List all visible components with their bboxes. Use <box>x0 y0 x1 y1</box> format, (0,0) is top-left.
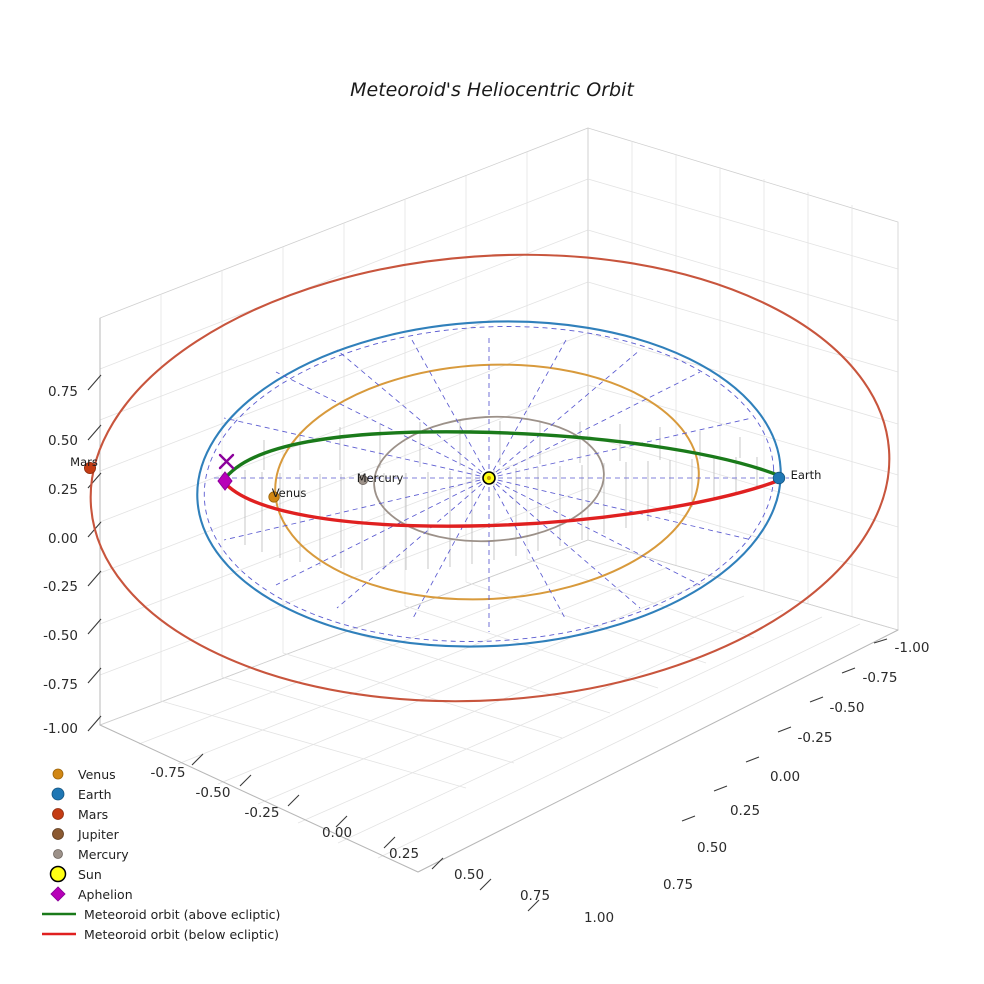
tick-label: 0.00 <box>770 769 800 785</box>
venus-label: Venus <box>272 486 307 500</box>
mercury-legend-icon <box>53 849 63 859</box>
legend-item-venus[interactable]: Venus <box>52 767 116 782</box>
tick-label: -0.75 <box>43 677 78 693</box>
venus-marker <box>268 491 280 503</box>
legend-label: Aphelion <box>78 887 133 902</box>
pane-grid <box>98 127 900 873</box>
tick-labels-left: 0.75 0.50 0.25 0.00 -0.25 -0.50 -0.75 -1… <box>43 384 78 737</box>
aphelion-x-icon <box>218 453 235 470</box>
tick-label: -1.00 <box>43 721 78 737</box>
tick-label: 0.25 <box>730 803 760 819</box>
meteoroid-orbit-below-ecliptic <box>222 478 782 528</box>
tick-label: -0.75 <box>151 765 186 781</box>
legend-item-aphelion[interactable]: Aphelion <box>50 886 133 902</box>
tick-label: 0.50 <box>697 840 727 856</box>
legend-item-mercury[interactable]: Mercury <box>53 847 130 862</box>
tick-label: 0.25 <box>48 482 78 498</box>
tick-label: 0.75 <box>663 877 693 893</box>
tick-label: 0.50 <box>454 867 484 883</box>
legend-label: Meteoroid orbit (below ecliptic) <box>84 927 279 942</box>
tick-label: -0.50 <box>196 785 231 801</box>
legend-label: Mercury <box>78 847 129 862</box>
tick-label: -0.25 <box>43 579 78 595</box>
tick-label: 0.00 <box>48 531 78 547</box>
planet-markers: Mars Venus Mercury Earth <box>70 455 822 503</box>
mars-marker <box>84 461 97 474</box>
legend-item-sun[interactable]: Sun <box>49 865 102 883</box>
tick-label: 1.00 <box>584 910 614 926</box>
jupiter-legend-icon <box>52 828 64 840</box>
tick-label: -0.25 <box>798 730 833 746</box>
pane-left-wall <box>99 127 589 726</box>
tick-label: -0.50 <box>830 700 865 716</box>
tick-label: 0.75 <box>48 384 78 400</box>
page-title: Meteoroid's Heliocentric Orbit <box>350 79 635 101</box>
mars-label: Mars <box>70 455 98 469</box>
sun-marker <box>482 471 496 485</box>
earth-legend-icon <box>51 787 65 801</box>
legend-label: Jupiter <box>77 827 120 842</box>
legend-label: Venus <box>78 767 116 782</box>
tick-label: -1.00 <box>895 640 930 656</box>
legend-label: Meteoroid orbit (above ecliptic) <box>84 907 280 922</box>
tick-label: -0.50 <box>43 628 78 644</box>
aphelion-marker <box>217 453 235 491</box>
tick-label: -0.75 <box>863 670 898 686</box>
mars-legend-icon <box>52 808 64 820</box>
aphelion-diamond-icon <box>217 471 233 491</box>
tick-label: -0.25 <box>245 805 280 821</box>
radial-projection-lines <box>210 336 789 632</box>
earth-orbit-projection <box>203 326 775 642</box>
tick-label: 0.75 <box>520 888 550 904</box>
orbit-stem-lines <box>244 421 758 570</box>
tick-labels-bottom: -0.75 -0.50 -0.25 0.00 0.25 0.50 0.75 1.… <box>151 765 615 926</box>
mercury-orbit-path <box>373 415 605 543</box>
legend-item-jupiter[interactable]: Jupiter <box>52 827 120 842</box>
earth-orbit-path <box>196 320 782 648</box>
mercury-label: Mercury <box>357 471 404 485</box>
legend-item-mars[interactable]: Mars <box>52 807 109 822</box>
sun-legend-icon <box>49 865 67 883</box>
tick-labels-right: -1.00 -0.75 -0.50 -0.25 0.00 0.25 0.50 0… <box>663 640 930 893</box>
tick-label: 0.50 <box>48 433 78 449</box>
earth-marker <box>772 471 786 485</box>
legend-item-meteoroid-above[interactable]: Meteoroid orbit (above ecliptic) <box>42 907 280 922</box>
mars-orbit-path <box>89 253 891 703</box>
legend-item-earth[interactable]: Earth <box>51 787 112 802</box>
legend-label: Mars <box>78 807 108 822</box>
venus-legend-icon <box>52 768 64 780</box>
mercury-marker <box>357 474 368 485</box>
legend: Venus Earth Mars Jupiter Mercury <box>42 767 280 942</box>
legend-item-meteoroid-below[interactable]: Meteoroid orbit (below ecliptic) <box>42 927 279 942</box>
tick-label: 0.25 <box>389 846 419 862</box>
pane-floor <box>98 539 900 873</box>
legend-label: Earth <box>78 787 112 802</box>
meteoroid-orbit-above-ecliptic <box>222 430 782 482</box>
tick-label: 0.00 <box>322 825 352 841</box>
tick-marks <box>87 374 888 912</box>
aphelion-legend-icon <box>50 886 66 902</box>
pane-right-wall <box>587 127 899 631</box>
legend-label: Sun <box>78 867 102 882</box>
earth-label: Earth <box>791 468 822 482</box>
